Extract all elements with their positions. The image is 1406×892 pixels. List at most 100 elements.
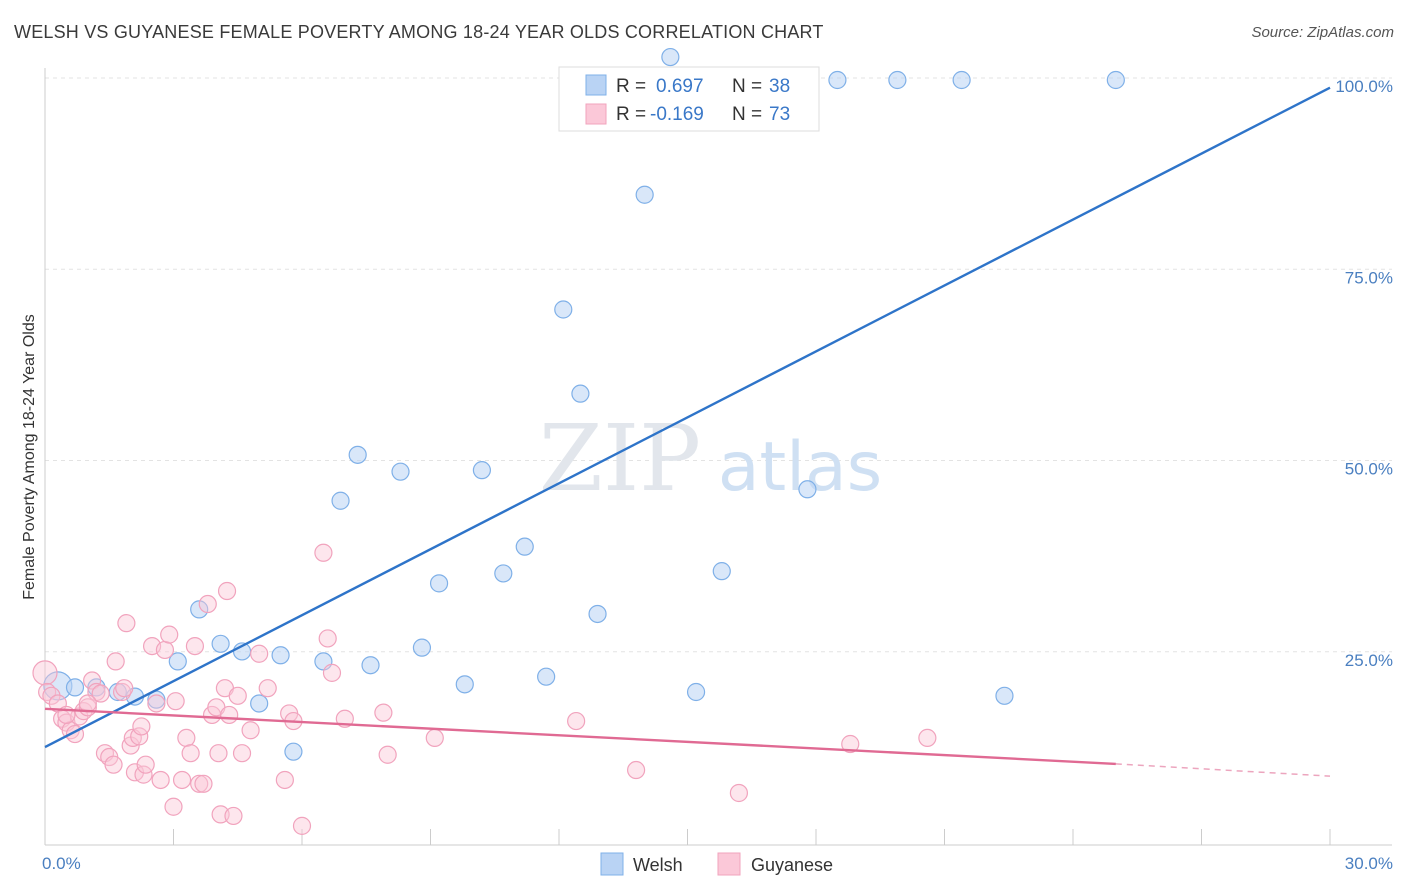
guyanese-point [217,581,237,601]
welsh-point [250,694,269,713]
x-tick-label-0: 0.0% [42,854,81,873]
guyanese-point [220,705,239,725]
legend-r-value-guyanese: -0.169 [650,104,704,125]
tick-labels: 25.0% 50.0% 75.0% 100.0% 0.0% 30.0% [42,77,1393,873]
welsh-point [494,564,513,583]
guyanese-point [209,744,228,763]
legend-swatch-welsh [585,74,607,96]
guyanese-points [32,543,937,835]
bottom-legend-swatch-welsh [600,852,624,876]
guyanese-point [318,629,337,648]
welsh-point [537,667,556,686]
welsh-point [271,646,290,665]
guyanese-point [275,770,294,790]
guyanese-point [228,686,247,705]
welsh-point [65,678,85,697]
welsh-point [888,70,907,90]
y-tick-label-25: 25.0% [1345,651,1393,670]
axes [44,68,1392,846]
welsh-point [828,70,847,90]
welsh-point [190,600,209,619]
guyanese-point [106,652,125,671]
guyanese-point [166,692,185,711]
guyanese-point [91,684,110,703]
welsh-point [571,384,590,403]
guyanese-point [160,625,179,644]
welsh-points [43,47,1125,761]
guyanese-point [132,717,151,736]
guyanese-point [374,703,393,722]
legend-n-value-guyanese: 73 [769,104,790,125]
guyanese-point [232,744,252,763]
welsh-point [284,742,303,761]
welsh-point [995,686,1014,705]
welsh-point [429,574,449,593]
guyanese-point [172,770,192,790]
x-tick-label-30: 30.0% [1345,854,1393,873]
guyanese-point [567,711,586,731]
legend-swatch-guyanese [585,103,607,125]
welsh-point [168,652,187,671]
welsh-point [635,185,654,204]
guyanese-point [626,760,646,780]
guyanese-point [425,728,444,748]
welsh-point [686,682,706,702]
legend-r-label-guyanese: R = [616,104,646,125]
guyanese-point [292,816,312,835]
bottom-legend-guyanese: Guyanese [751,855,833,875]
welsh-trend-line [44,86,1331,749]
legend-n-value-welsh: 38 [769,76,790,97]
guyanese-point [185,636,205,656]
guyanese-point [241,721,260,740]
guyanese-trend-extension [1115,763,1331,777]
correlation-legend: R = 0.697 N = 38 R = -0.169 N = 73 [558,66,820,132]
guyanese-point [314,543,333,562]
guyanese-point [378,745,397,764]
guyanese-point [136,755,155,774]
guyanese-point [78,694,97,713]
welsh-point [472,461,491,480]
welsh-point [515,537,534,556]
y-tick-label-75: 75.0% [1345,268,1393,287]
guyanese-point [250,644,269,663]
guyanese-point [32,660,58,686]
trend-lines [44,86,1331,777]
legend-r-value-welsh: 0.697 [656,76,704,97]
guyanese-point [918,728,937,748]
y-axis-label: Female Poverty Among 18-24 Year Olds [21,314,38,600]
welsh-point [348,445,367,464]
welsh-point [455,675,474,694]
welsh-point [588,604,607,624]
watermark: ZIP atlas [539,405,882,512]
welsh-point [798,480,817,499]
guyanese-point [115,679,134,698]
gridlines [45,77,1392,653]
watermark-atlas: atlas [718,428,882,507]
welsh-point [391,462,410,481]
series-legend: Welsh Guyanese [600,852,833,876]
legend-n-label-welsh: N = [732,76,762,97]
guyanese-point [164,797,183,816]
guyanese-point [155,640,175,660]
guyanese-point [258,679,277,698]
guyanese-point [177,728,196,748]
y-tick-label-50: 50.0% [1345,460,1393,479]
legend-n-label-guyanese: N = [732,104,762,125]
welsh-point [554,300,573,319]
y-tick-label-100: 100.0% [1335,77,1393,96]
welsh-point [1106,70,1125,90]
guyanese-trend-line [44,707,1116,766]
guyanese-point [181,744,200,763]
bottom-legend-swatch-guyanese [717,852,741,876]
source-label: Source: ZipAtlas.com [1251,24,1394,41]
guyanese-point [117,614,136,633]
guyanese-point [729,783,749,803]
guyanese-point [190,774,209,793]
guyanese-point [194,774,213,793]
welsh-point [661,47,680,67]
guyanese-point [322,663,342,682]
guyanese-point [147,694,166,713]
welsh-point [952,70,971,90]
guyanese-point [224,806,243,826]
